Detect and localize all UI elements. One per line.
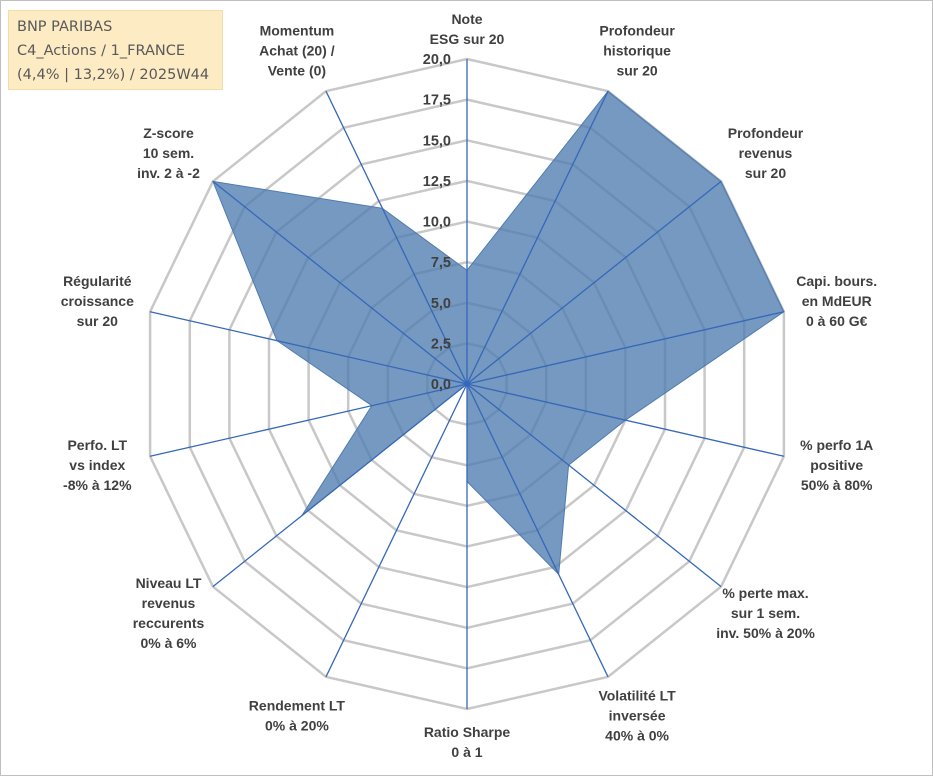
radial-tick-label: 5,0 <box>431 296 451 312</box>
radial-tick-label: 7,5 <box>431 255 451 271</box>
axis-label: Régularité croissance sur 20 <box>61 273 134 329</box>
axis-spoke <box>466 383 785 457</box>
axis-spoke <box>466 311 785 385</box>
radial-tick-label: 10,0 <box>423 215 451 231</box>
radial-tick-label: 17,5 <box>423 93 451 109</box>
axis-label: Perfo. LT vs index -8% à 12% <box>63 437 132 493</box>
axis-spoke <box>212 180 468 385</box>
axis-label: Volatilité LT inversée 40% à 0% <box>598 688 676 744</box>
axis-label: Profondeur historique sur 20 <box>599 23 675 79</box>
axis-label: % perte max. sur 1 sem. inv. 50% à 20% <box>716 585 815 641</box>
axis-spoke <box>466 90 609 385</box>
axis-label: Rendement LT 0% à 20% <box>249 698 346 734</box>
chart-title-box: BNP PARIBAS C4_Actions / 1_FRANCE (4,4% … <box>8 10 223 90</box>
radial-tick-label: 12,5 <box>423 174 451 190</box>
radial-tick-label: 0,0 <box>431 377 451 393</box>
category-label: C4_Actions / 1_FRANCE <box>17 43 186 59</box>
axis-label: Z-score 10 sem. inv. 2 à -2 <box>137 125 200 181</box>
axis-spoke <box>149 311 468 385</box>
axis-spoke <box>466 383 722 588</box>
radial-tick-label: 2,5 <box>431 336 451 352</box>
axis-spoke <box>325 383 468 678</box>
axis-spoke <box>466 180 722 385</box>
axis-label: Profondeur revenus sur 20 <box>728 125 804 181</box>
axis-label: Note ESG sur 20 <box>430 11 505 47</box>
axis-spoke <box>212 383 468 588</box>
axis-spoke <box>466 383 609 678</box>
axis-label: Niveau LT revenus reccurents 0% à 6% <box>133 575 205 651</box>
axis-spoke <box>325 90 468 385</box>
axis-label: Capi. bours. en MdEUR 0 à 60 G€ <box>796 273 877 329</box>
axis-label: Momentum Achat (20) / Vente (0) <box>259 23 335 79</box>
axis-spoke <box>149 383 468 457</box>
radial-tick-label: 15,0 <box>423 133 451 149</box>
axis-label: Ratio Sharpe 0 à 1 <box>424 724 511 760</box>
radial-tick-label: 20,0 <box>423 52 451 68</box>
company-name: BNP PARIBAS <box>17 19 113 35</box>
period-label: (4,4% | 13,2%) / 2025W44 <box>17 67 210 83</box>
axis-label: % perfo 1A positive 50% à 80% <box>800 437 873 493</box>
